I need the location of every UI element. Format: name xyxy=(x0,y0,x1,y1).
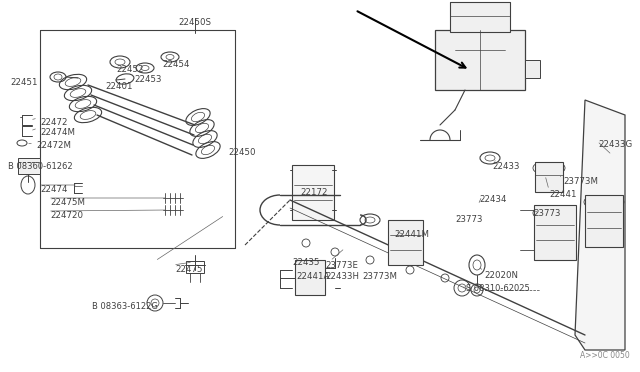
Text: B 08360-61262: B 08360-61262 xyxy=(8,162,72,171)
Text: 22435: 22435 xyxy=(292,258,319,267)
Text: 23773M: 23773M xyxy=(362,272,397,281)
Text: 22441M: 22441M xyxy=(394,230,429,239)
Text: 22452: 22452 xyxy=(116,65,143,74)
Text: S 08310-62025: S 08310-62025 xyxy=(466,284,530,293)
Text: 22450: 22450 xyxy=(228,148,255,157)
Bar xyxy=(18,158,40,174)
Text: B 08363-6122G: B 08363-6122G xyxy=(92,302,158,311)
Text: 22451: 22451 xyxy=(10,78,38,87)
Text: 22474: 22474 xyxy=(40,185,67,194)
Bar xyxy=(534,205,576,260)
Text: 22454: 22454 xyxy=(162,60,189,69)
Text: 22441: 22441 xyxy=(549,190,577,199)
Text: A>>0C 0050: A>>0C 0050 xyxy=(580,351,630,360)
Bar xyxy=(435,30,525,90)
Polygon shape xyxy=(575,100,625,350)
Bar xyxy=(535,162,563,192)
Text: 23773: 23773 xyxy=(533,209,561,218)
Text: 22475M: 22475M xyxy=(50,198,85,207)
Text: 22434: 22434 xyxy=(479,195,506,204)
Text: 22472: 22472 xyxy=(40,118,67,127)
Bar xyxy=(186,261,204,273)
Bar xyxy=(292,165,334,220)
Text: 22433: 22433 xyxy=(492,162,520,171)
Text: 23773M: 23773M xyxy=(563,177,598,186)
Text: 22441A: 22441A xyxy=(296,272,330,281)
Text: 22474M: 22474M xyxy=(40,128,75,137)
Bar xyxy=(585,195,623,247)
Bar xyxy=(450,2,510,32)
Bar xyxy=(525,60,540,78)
Text: 22433G: 22433G xyxy=(598,140,632,149)
Text: 22453: 22453 xyxy=(134,75,161,84)
Text: 22450S: 22450S xyxy=(179,18,211,27)
Text: 22020N: 22020N xyxy=(484,271,518,280)
Text: 22172: 22172 xyxy=(300,188,328,197)
Text: 22433H: 22433H xyxy=(325,272,359,281)
Bar xyxy=(295,260,325,295)
Bar xyxy=(388,220,423,265)
Text: 23773E: 23773E xyxy=(325,261,358,270)
Text: 23773: 23773 xyxy=(455,215,483,224)
Text: 22401: 22401 xyxy=(105,82,132,91)
Text: 22475: 22475 xyxy=(175,265,202,274)
Text: 22472M: 22472M xyxy=(36,141,71,150)
Text: 224720: 224720 xyxy=(50,211,83,220)
